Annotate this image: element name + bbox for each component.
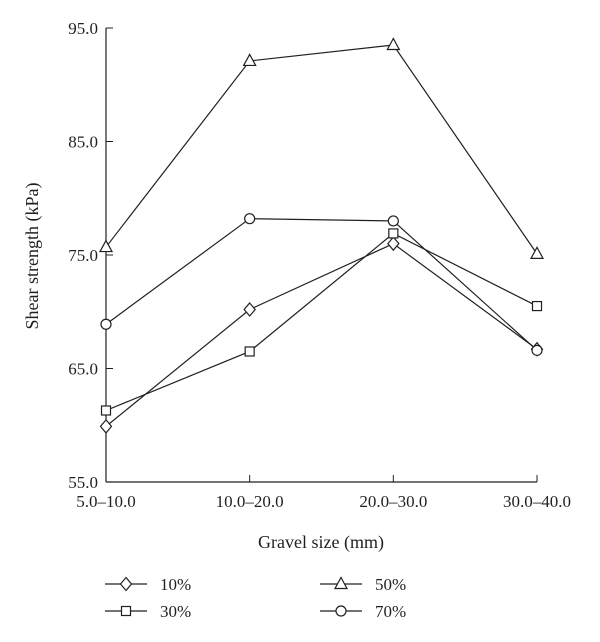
data-point-triangle: [386, 37, 401, 51]
legend-marker-triangle: [333, 576, 349, 590]
y-tick-label: 85.0: [68, 133, 98, 152]
data-point-circle: [100, 318, 112, 330]
data-point-triangle: [529, 246, 545, 259]
legend-label: 30%: [160, 602, 191, 621]
series-10-percent: [99, 236, 544, 434]
legend: 10% 30% 50% 70%: [105, 575, 406, 621]
data-point-triangle: [98, 239, 114, 253]
y-tick-label: 55.0: [68, 473, 98, 492]
legend-item: 30%: [105, 602, 191, 621]
series-70-percent: [100, 213, 543, 356]
series-line: [105, 218, 538, 351]
data-point-circle: [531, 344, 543, 356]
x-tick-label: 10.0–20.0: [216, 492, 284, 511]
series-line: [105, 44, 538, 255]
y-tick-label: 75.0: [68, 246, 98, 265]
series-line: [105, 242, 538, 427]
x-tick-label: 30.0–40.0: [503, 492, 571, 511]
x-tick-label: 5.0–10.0: [76, 492, 136, 511]
legend-item: 70%: [320, 602, 406, 621]
series-30-percent: [100, 228, 543, 416]
data-point-square: [244, 346, 255, 357]
axis-ticks: 55.0 65.0 75.0 85.0 95.0 5.0–10.0 10.0–20.0 20.…: [68, 19, 571, 511]
data-point-diamond: [387, 236, 400, 252]
data-point-triangle: [242, 53, 257, 67]
x-axis-title: Gravel size (mm): [258, 532, 384, 553]
series-layer: [98, 37, 545, 434]
data-point-circle: [387, 215, 399, 227]
series-line: [105, 232, 538, 412]
legend-item: 10%: [105, 575, 191, 594]
y-axis-title: Shear strength (kPa): [22, 183, 43, 330]
legend-marker-diamond: [119, 576, 133, 592]
y-tick-label: 65.0: [68, 360, 98, 379]
data-point-square: [388, 228, 399, 239]
legend-marker-square: [120, 605, 132, 617]
legend-label: 70%: [375, 602, 406, 621]
data-point-square: [100, 405, 112, 416]
data-point-square: [531, 300, 543, 312]
legend-label: 10%: [160, 575, 191, 594]
data-point-diamond: [99, 418, 113, 434]
chart-axes: [105, 28, 537, 483]
series-50-percent: [98, 37, 545, 259]
legend-item: 50%: [320, 575, 406, 594]
x-tick-label: 20.0–30.0: [359, 492, 427, 511]
legend-label: 50%: [375, 575, 406, 594]
data-point-circle: [244, 213, 256, 225]
data-point-diamond: [243, 302, 256, 317]
y-tick-label: 95.0: [68, 19, 98, 38]
legend-marker-circle: [335, 605, 347, 617]
